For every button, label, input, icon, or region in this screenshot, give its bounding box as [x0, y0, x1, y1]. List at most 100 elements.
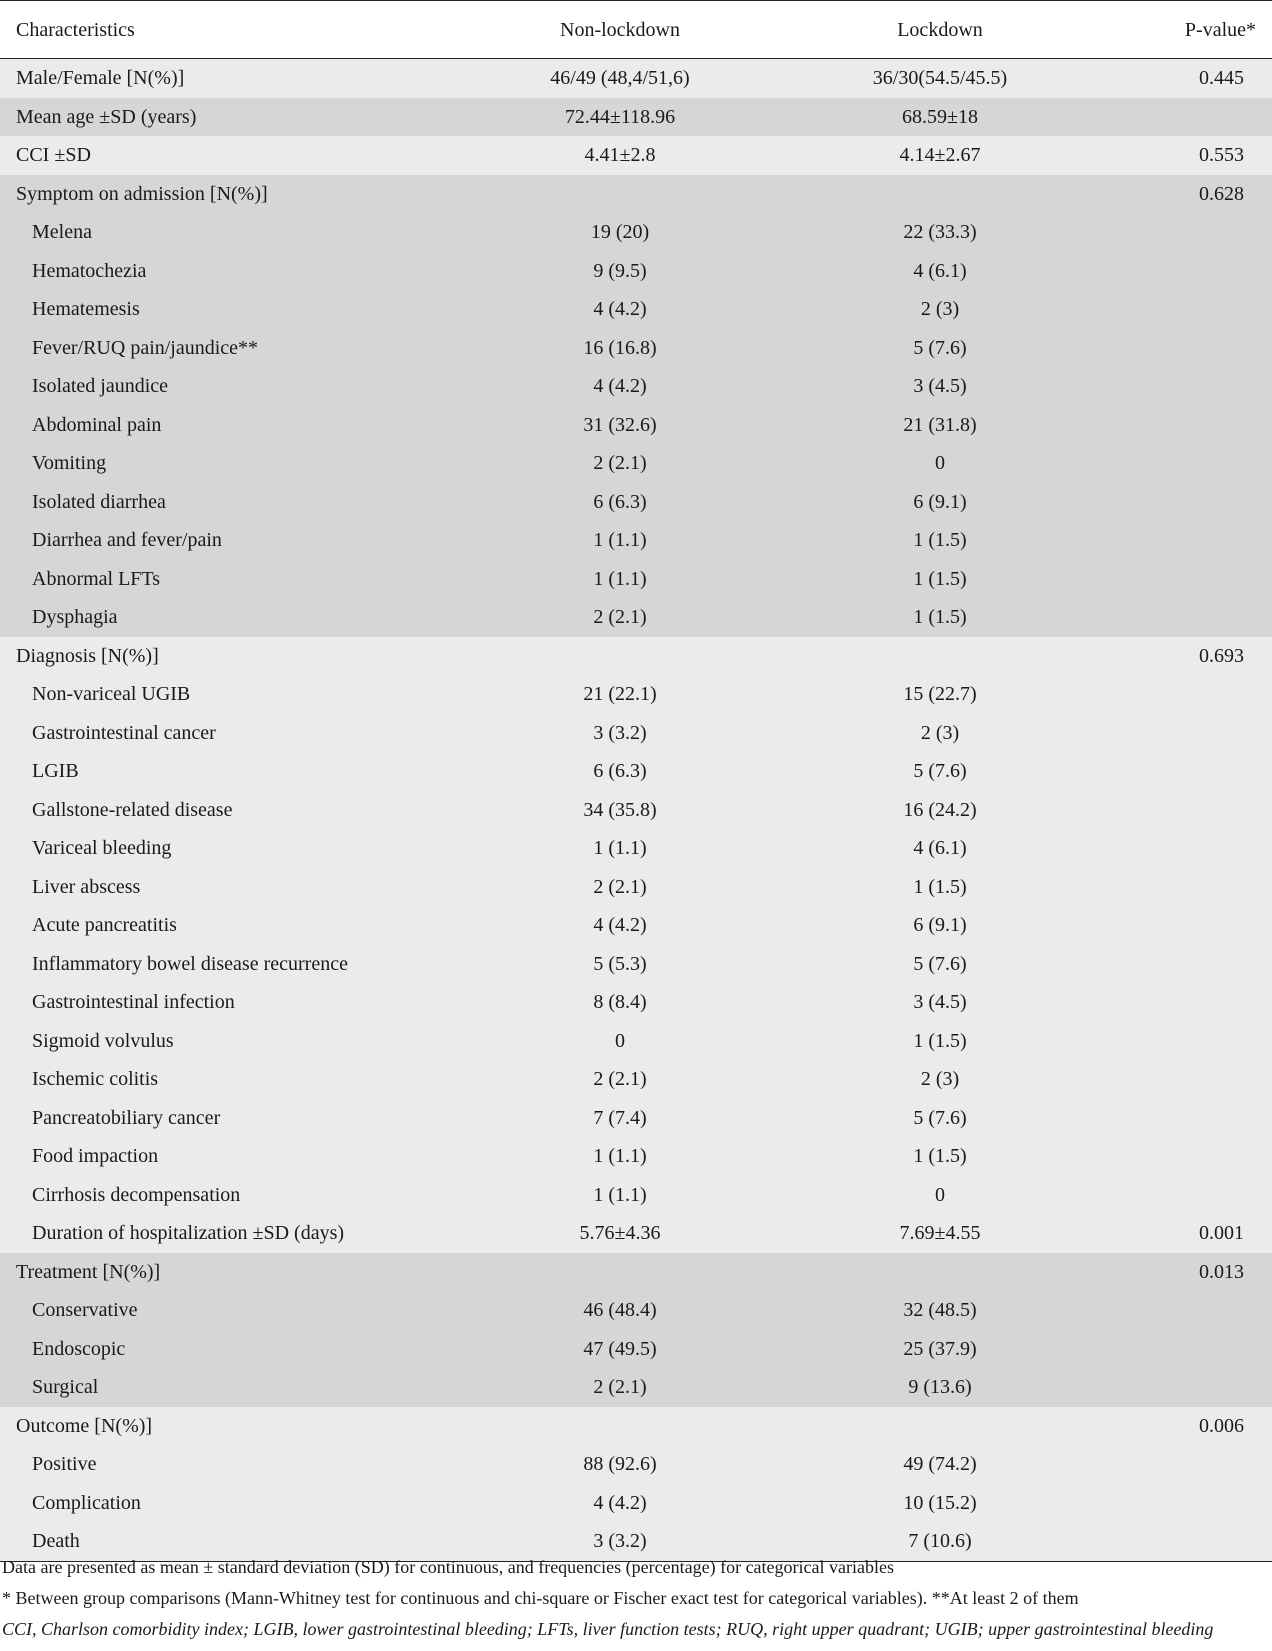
- row-label: Gastrointestinal infection: [0, 983, 470, 1022]
- non-lockdown-value: 19 (20): [470, 213, 770, 252]
- p-value: 0.628: [1110, 174, 1272, 213]
- table-row: Mean age ±SD (years) 72.44±118.96 68.59±18: [0, 97, 1272, 136]
- row-label: Treatment [N(%)]: [0, 1252, 470, 1291]
- row-label: Inflammatory bowel disease recurrence: [0, 944, 470, 983]
- non-lockdown-value: 4 (4.2): [470, 367, 770, 406]
- lockdown-value: 49 (74.2): [770, 1445, 1110, 1484]
- row-label: Liver abscess: [0, 867, 470, 906]
- row-label: Cirrhosis decompensation: [0, 1175, 470, 1214]
- table-row: Pancreatobiliary cancer 7 (7.4) 5 (7.6): [0, 1098, 1272, 1137]
- lockdown-value: 2 (3): [770, 290, 1110, 329]
- table-row: Liver abscess 2 (2.1) 1 (1.5): [0, 867, 1272, 906]
- row-label: Diagnosis [N(%)]: [0, 636, 470, 675]
- row-label: Complication: [0, 1483, 470, 1522]
- p-value: [1110, 1522, 1272, 1562]
- row-label: Gastrointestinal cancer: [0, 713, 470, 752]
- lockdown-value: 1 (1.5): [770, 598, 1110, 637]
- non-lockdown-value: 3 (3.2): [470, 1522, 770, 1562]
- non-lockdown-value: 46/49 (48,4/51,6): [470, 58, 770, 98]
- header-non-lockdown: Non-lockdown: [470, 0, 770, 59]
- p-value: [1110, 713, 1272, 752]
- table-row: Vomiting 2 (2.1) 0: [0, 444, 1272, 483]
- p-value: [1110, 328, 1272, 367]
- table-row: Duration of hospitalization ±SD (days) 5.…: [0, 1214, 1272, 1253]
- row-label: Sigmoid volvulus: [0, 1021, 470, 1060]
- row-label: Male/Female [N(%)]: [0, 58, 470, 98]
- row-label: Melena: [0, 213, 470, 252]
- p-value: [1110, 790, 1272, 829]
- lockdown-value: 5 (7.6): [770, 1098, 1110, 1137]
- lockdown-value: 6 (9.1): [770, 482, 1110, 521]
- row-label: Non-variceal UGIB: [0, 675, 470, 714]
- non-lockdown-value: 2 (2.1): [470, 444, 770, 483]
- lockdown-value: 1 (1.5): [770, 559, 1110, 598]
- row-label: Pancreatobiliary cancer: [0, 1098, 470, 1137]
- row-label: Hematemesis: [0, 290, 470, 329]
- p-value: [1110, 1291, 1272, 1330]
- row-label: Symptom on admission [N(%)]: [0, 174, 470, 213]
- lockdown-value: 36/30(54.5/45.5): [770, 58, 1110, 98]
- lockdown-value: 16 (24.2): [770, 790, 1110, 829]
- lockdown-value: 68.59±18: [770, 97, 1110, 136]
- table-row: Male/Female [N(%)] 46/49 (48,4/51,6) 36/30…: [0, 58, 1272, 98]
- row-label: Isolated jaundice: [0, 367, 470, 406]
- row-label: Duration of hospitalization ±SD (days): [0, 1214, 470, 1253]
- table-row: Surgical 2 (2.1) 9 (13.6): [0, 1368, 1272, 1407]
- lockdown-value: 21 (31.8): [770, 405, 1110, 444]
- p-value: [1110, 1175, 1272, 1214]
- lockdown-value: 25 (37.9): [770, 1329, 1110, 1368]
- row-label: Gallstone-related disease: [0, 790, 470, 829]
- table-row: Dysphagia 2 (2.1) 1 (1.5): [0, 598, 1272, 637]
- p-value: [1110, 1021, 1272, 1060]
- footnote-statistical-tests: * Between group comparisons (Mann-Whitne…: [2, 1589, 1079, 1608]
- non-lockdown-value: 6 (6.3): [470, 752, 770, 791]
- p-value: [1110, 1329, 1272, 1368]
- p-value: [1110, 405, 1272, 444]
- row-label: Vomiting: [0, 444, 470, 483]
- non-lockdown-value: 46 (48.4): [470, 1291, 770, 1330]
- non-lockdown-value: 47 (49.5): [470, 1329, 770, 1368]
- non-lockdown-value: 4 (4.2): [470, 290, 770, 329]
- table-row: Isolated jaundice 4 (4.2) 3 (4.5): [0, 367, 1272, 406]
- p-value: [1110, 906, 1272, 945]
- table-row: Conservative 46 (48.4) 32 (48.5): [0, 1291, 1272, 1330]
- p-value: [1110, 213, 1272, 252]
- table-row: Diagnosis [N(%)] 0.693: [0, 636, 1272, 675]
- non-lockdown-value: 0: [470, 1021, 770, 1060]
- non-lockdown-value: 5.76±4.36: [470, 1214, 770, 1253]
- p-value: [1110, 829, 1272, 868]
- non-lockdown-value: 21 (22.1): [470, 675, 770, 714]
- row-label: Food impaction: [0, 1137, 470, 1176]
- table-row: Gastrointestinal infection 8 (8.4) 3 (4.5): [0, 983, 1272, 1022]
- p-value: [1110, 1368, 1272, 1407]
- p-value: [1110, 1137, 1272, 1176]
- non-lockdown-value: 88 (92.6): [470, 1445, 770, 1484]
- row-label: Death: [0, 1522, 470, 1562]
- lockdown-value: 22 (33.3): [770, 213, 1110, 252]
- p-value: [1110, 1060, 1272, 1099]
- header-lockdown: Lockdown: [770, 0, 1110, 59]
- table-row: Variceal bleeding 1 (1.1) 4 (6.1): [0, 829, 1272, 868]
- p-value: [1110, 944, 1272, 983]
- footnote-abbreviations: CCI, Charlson comorbidity index; LGIB, l…: [2, 1620, 1214, 1639]
- table-row: Gastrointestinal cancer 3 (3.2) 2 (3): [0, 713, 1272, 752]
- lockdown-value: 4 (6.1): [770, 829, 1110, 868]
- non-lockdown-value: 4.41±2.8: [470, 136, 770, 175]
- table-row: Gallstone-related disease 34 (35.8) 16 (24…: [0, 790, 1272, 829]
- non-lockdown-value: [470, 1406, 770, 1445]
- p-value: [1110, 867, 1272, 906]
- table-row: Endoscopic 47 (49.5) 25 (37.9): [0, 1329, 1272, 1368]
- p-value: [1110, 290, 1272, 329]
- non-lockdown-value: 72.44±118.96: [470, 97, 770, 136]
- row-label: Dysphagia: [0, 598, 470, 637]
- lockdown-value: 1 (1.5): [770, 1137, 1110, 1176]
- p-value: 0.553: [1110, 136, 1272, 175]
- lockdown-value: 7 (10.6): [770, 1522, 1110, 1562]
- p-value: [1110, 1445, 1272, 1484]
- lockdown-value: 5 (7.6): [770, 328, 1110, 367]
- p-value: [1110, 482, 1272, 521]
- row-label: Conservative: [0, 1291, 470, 1330]
- header-characteristics: Characteristics: [0, 0, 470, 59]
- table-footnotes: Data are presented as mean ± standard de…: [0, 1558, 1272, 1651]
- non-lockdown-value: 1 (1.1): [470, 559, 770, 598]
